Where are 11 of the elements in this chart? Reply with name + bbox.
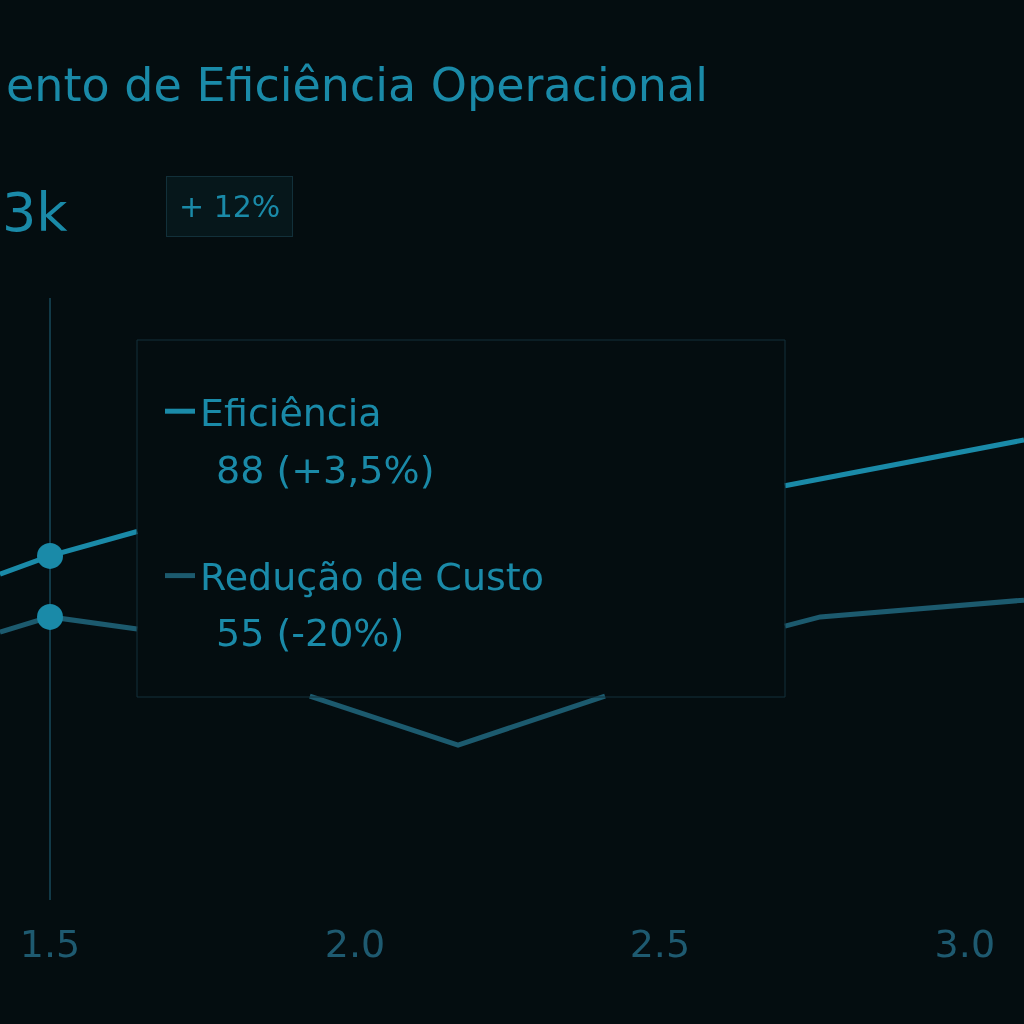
annotation: 88 (+3,5%) [216, 448, 435, 492]
x-tick-label: 1.5 [19, 922, 81, 966]
legend-label: Eficiência [200, 391, 382, 436]
legend-label: Redução de Custo [200, 555, 544, 600]
annotation: 55 (-20%) [216, 611, 405, 655]
x-tick-label: 3.0 [934, 922, 996, 966]
text: + 12% [179, 189, 281, 224]
chart-title: ento de Eficiência Operacional [6, 58, 708, 112]
x-tick-label: 2.0 [324, 922, 386, 966]
x-tick-label: 2.5 [629, 922, 691, 966]
text: 3k [2, 181, 69, 244]
